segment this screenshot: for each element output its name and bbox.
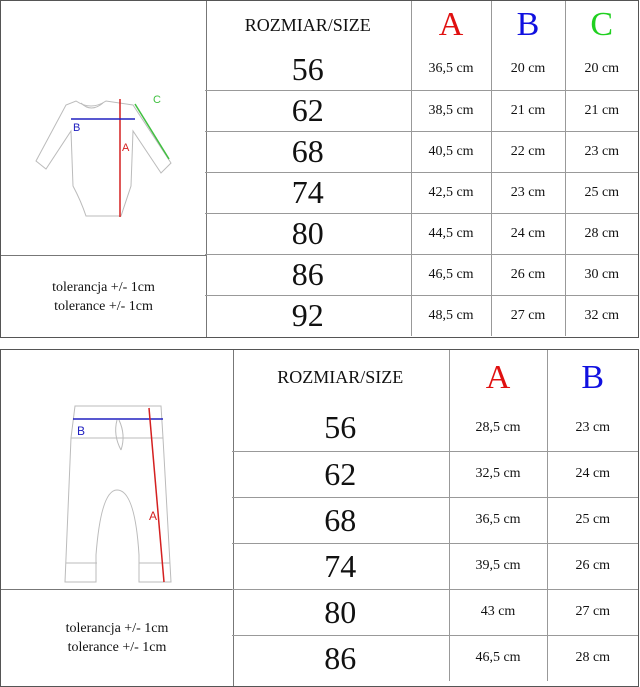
table-header: ROZMIAR/SIZE A B [232,350,638,405]
measure-a-cell: 48,5 cm [410,294,492,336]
measure-b-cell: 23 cm [490,171,566,214]
measure-c-cell: 21 cm [564,89,638,132]
diagram-label-a: A [149,509,157,523]
measure-c-cell: 28 cm [564,212,638,255]
measure-a-cell: 46,5 cm [448,634,548,681]
measure-c-cell: 25 cm [564,171,638,214]
size-cell: 80 [232,588,450,636]
table-row: 92 48,5 cm 27 cm 32 cm [205,294,638,336]
measure-c-cell: 23 cm [564,130,638,173]
size-cell: 62 [205,89,412,132]
bodysuit-size-chart: A B C tolerancja +/- 1cm tolerance +/- 1… [0,0,639,338]
table-row: 62 32,5 cm 24 cm [232,450,638,498]
header-size: ROZMIAR/SIZE [205,1,412,49]
measure-a-cell: 44,5 cm [410,212,492,255]
measure-b-cell: 28 cm [546,634,638,681]
measure-b-cell: 21 cm [490,89,566,132]
measure-b-cell: 27 cm [490,294,566,336]
size-cell: 74 [205,171,412,214]
header-c: C [564,1,638,49]
measure-b-cell: 22 cm [490,130,566,173]
header-b: B [546,350,638,405]
table-row: 56 28,5 cm 23 cm [232,405,638,452]
tolerance-en: tolerance +/- 1cm [54,298,153,314]
diagram-label-b: B [73,122,80,134]
size-cell: 74 [232,542,450,590]
size-cell: 86 [232,634,450,681]
tolerance-pl: tolerancja +/- 1cm [52,279,155,295]
table-row: 74 39,5 cm 26 cm [232,542,638,590]
bodysuit-diagram: A B C [35,94,172,217]
measure-a-cell: 28,5 cm [448,405,548,452]
table-row: 86 46,5 cm 26 cm 30 cm [205,253,638,296]
measure-a-cell: 36,5 cm [448,496,548,544]
tolerance-en: tolerance +/- 1cm [67,640,167,655]
measure-c-cell: 32 cm [564,294,638,336]
diagram-label-b: B [77,424,85,438]
tolerance-note: tolerancja +/- 1cm tolerance +/- 1cm [1,589,233,686]
header-size: ROZMIAR/SIZE [232,350,450,405]
measure-a-cell: 39,5 cm [448,542,548,590]
pants-size-chart: A B tolerancja +/- 1cm tolerance +/- 1cm… [0,349,639,687]
size-cell: 62 [232,450,450,498]
size-cell: 68 [205,130,412,173]
measure-a-cell: 40,5 cm [410,130,492,173]
measure-a-cell: 43 cm [448,588,548,636]
measure-c-cell: 20 cm [564,49,638,91]
size-cell: 68 [232,496,450,544]
table-row: 68 36,5 cm 25 cm [232,496,638,544]
measure-b-cell: 20 cm [490,49,566,91]
measure-b-cell: 26 cm [490,253,566,296]
measure-a-cell: 32,5 cm [448,450,548,498]
diagram-label-a: A [122,142,130,154]
diagram-label-c: C [153,94,161,106]
measure-b-cell: 27 cm [546,588,638,636]
tolerance-note: tolerancja +/- 1cm tolerance +/- 1cm [1,255,206,337]
measure-b-cell: 24 cm [490,212,566,255]
size-cell: 92 [205,294,412,336]
header-b: B [490,1,566,49]
table-row: 56 36,5 cm 20 cm 20 cm [205,49,638,91]
measure-a-cell: 42,5 cm [410,171,492,214]
size-cell: 56 [232,405,450,452]
table-row: 68 40,5 cm 22 cm 23 cm [205,130,638,173]
pants-diagram-panel: A B tolerancja +/- 1cm tolerance +/- 1cm [1,350,234,686]
measure-a-cell: 46,5 cm [410,253,492,296]
measure-b-cell: 23 cm [546,405,638,452]
tolerance-pl: tolerancja +/- 1cm [65,621,169,636]
size-cell: 56 [205,49,412,91]
header-a: A [410,1,492,49]
measure-a-cell: 38,5 cm [410,89,492,132]
measure-b-cell: 25 cm [546,496,638,544]
measure-line-c [134,103,170,160]
header-a: A [448,350,548,405]
measure-c-cell: 30 cm [564,253,638,296]
table-row: 80 44,5 cm 24 cm 28 cm [205,212,638,255]
measure-b-cell: 24 cm [546,450,638,498]
measure-a-cell: 36,5 cm [410,49,492,91]
pants-size-table: ROZMIAR/SIZE A B 56 28,5 cm 23 cm 62 32,5 cm… [232,350,638,681]
table-row: 86 46,5 cm 28 cm [232,634,638,681]
measure-line-a [148,407,165,583]
bodysuit-size-table: ROZMIAR/SIZE A B C 56 36,5 cm 20 cm 20 cm 62… [205,1,638,336]
pants-diagram: A B [64,405,172,583]
measure-b-cell: 26 cm [546,542,638,590]
size-cell: 86 [205,253,412,296]
table-row: 80 43 cm 27 cm [232,588,638,636]
size-cell: 80 [205,212,412,255]
table-header: ROZMIAR/SIZE A B C [205,1,638,49]
table-row: 62 38,5 cm 21 cm 21 cm [205,89,638,132]
table-row: 74 42,5 cm 23 cm 25 cm [205,171,638,214]
bodysuit-diagram-panel: A B C tolerancja +/- 1cm tolerance +/- 1… [1,1,207,337]
